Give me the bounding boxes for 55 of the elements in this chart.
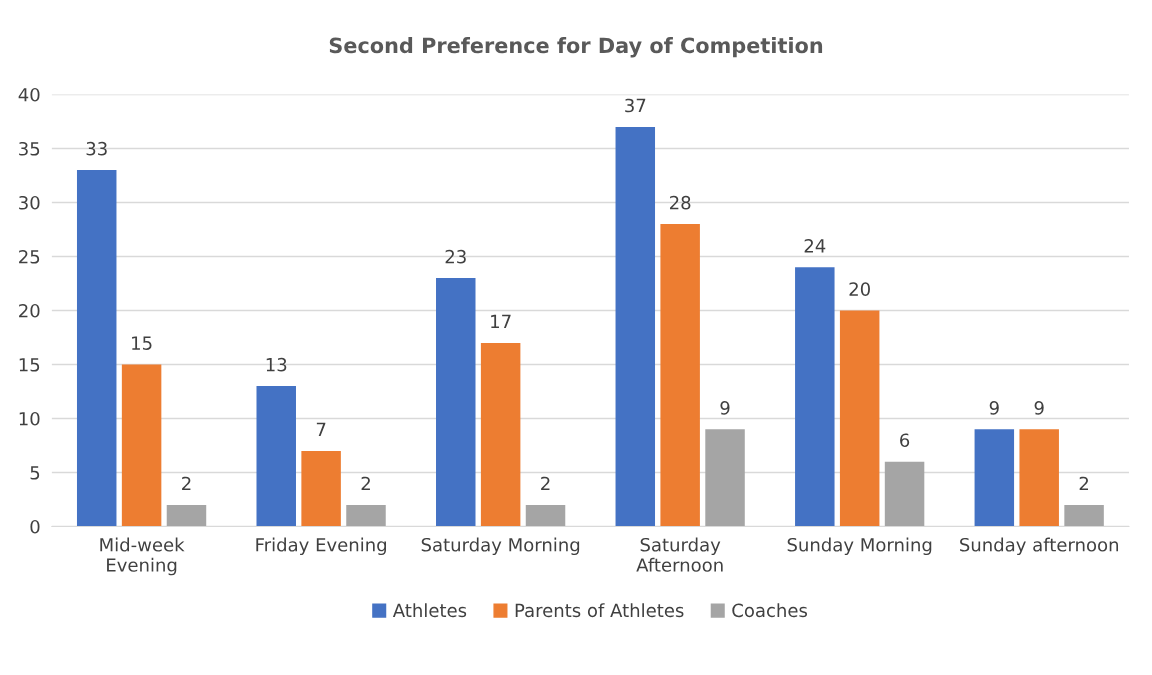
y-tick-label: 35 (19, 141, 40, 156)
data-label: 13 (266, 357, 287, 372)
y-tick-label: 15 (19, 358, 40, 372)
legend-label: Coaches (732, 603, 808, 618)
legend-label: Athletes (392, 603, 467, 618)
bar (166, 504, 207, 527)
bar (705, 429, 745, 527)
data-label: 28 (670, 195, 691, 210)
data-label: 7 (316, 422, 326, 437)
data-label: 2 (182, 476, 191, 491)
bar (525, 504, 566, 527)
x-tick-label: Sunday Morning (787, 537, 932, 556)
x-tick-label: Sunday afternoon (960, 537, 1119, 556)
y-tick-label: 5 (30, 466, 40, 480)
data-label: 20 (849, 282, 870, 296)
bar (1064, 504, 1104, 527)
bar (615, 126, 656, 527)
x-tick-label: Saturday Afternoon (636, 537, 723, 572)
y-tick-label: 40 (18, 87, 40, 102)
bar (346, 504, 386, 527)
data-label: 15 (132, 336, 152, 350)
data-label: 9 (720, 401, 730, 415)
bar (480, 342, 521, 527)
data-label: 6 (900, 433, 910, 448)
bar (795, 267, 835, 527)
data-label: 2 (361, 476, 370, 491)
data-label: 2 (541, 476, 550, 491)
x-tick-label: Saturday Morning (421, 537, 580, 556)
data-label: 2 (1079, 476, 1089, 491)
y-tick-label: 30 (19, 195, 40, 210)
data-label: 9 (989, 401, 999, 415)
data-label: 37 (625, 98, 646, 113)
data-label: 23 (445, 249, 466, 264)
bar (660, 224, 700, 527)
legend-label: Parents of Athletes (515, 603, 684, 618)
data-label: 33 (86, 141, 107, 156)
bar (884, 461, 925, 527)
y-tick-label: 0 (30, 519, 40, 534)
data-label: 24 (804, 239, 826, 253)
bar (974, 429, 1015, 527)
x-tick-label: Friday Evening (256, 537, 386, 556)
y-tick-label: 25 (19, 249, 40, 264)
bar (436, 278, 476, 527)
bar (121, 364, 162, 527)
bar (301, 450, 341, 527)
data-label: 17 (491, 314, 511, 329)
bar (1019, 429, 1059, 527)
bar (76, 170, 117, 527)
x-tick-label: Mid-week Evening (100, 537, 185, 576)
y-tick-label: 10 (19, 411, 40, 426)
bar (256, 386, 296, 527)
y-tick-label: 20 (19, 303, 40, 318)
bar (839, 310, 880, 527)
data-label: 9 (1034, 401, 1044, 415)
chart-title: Second Preference for Day of Competition (329, 37, 823, 58)
